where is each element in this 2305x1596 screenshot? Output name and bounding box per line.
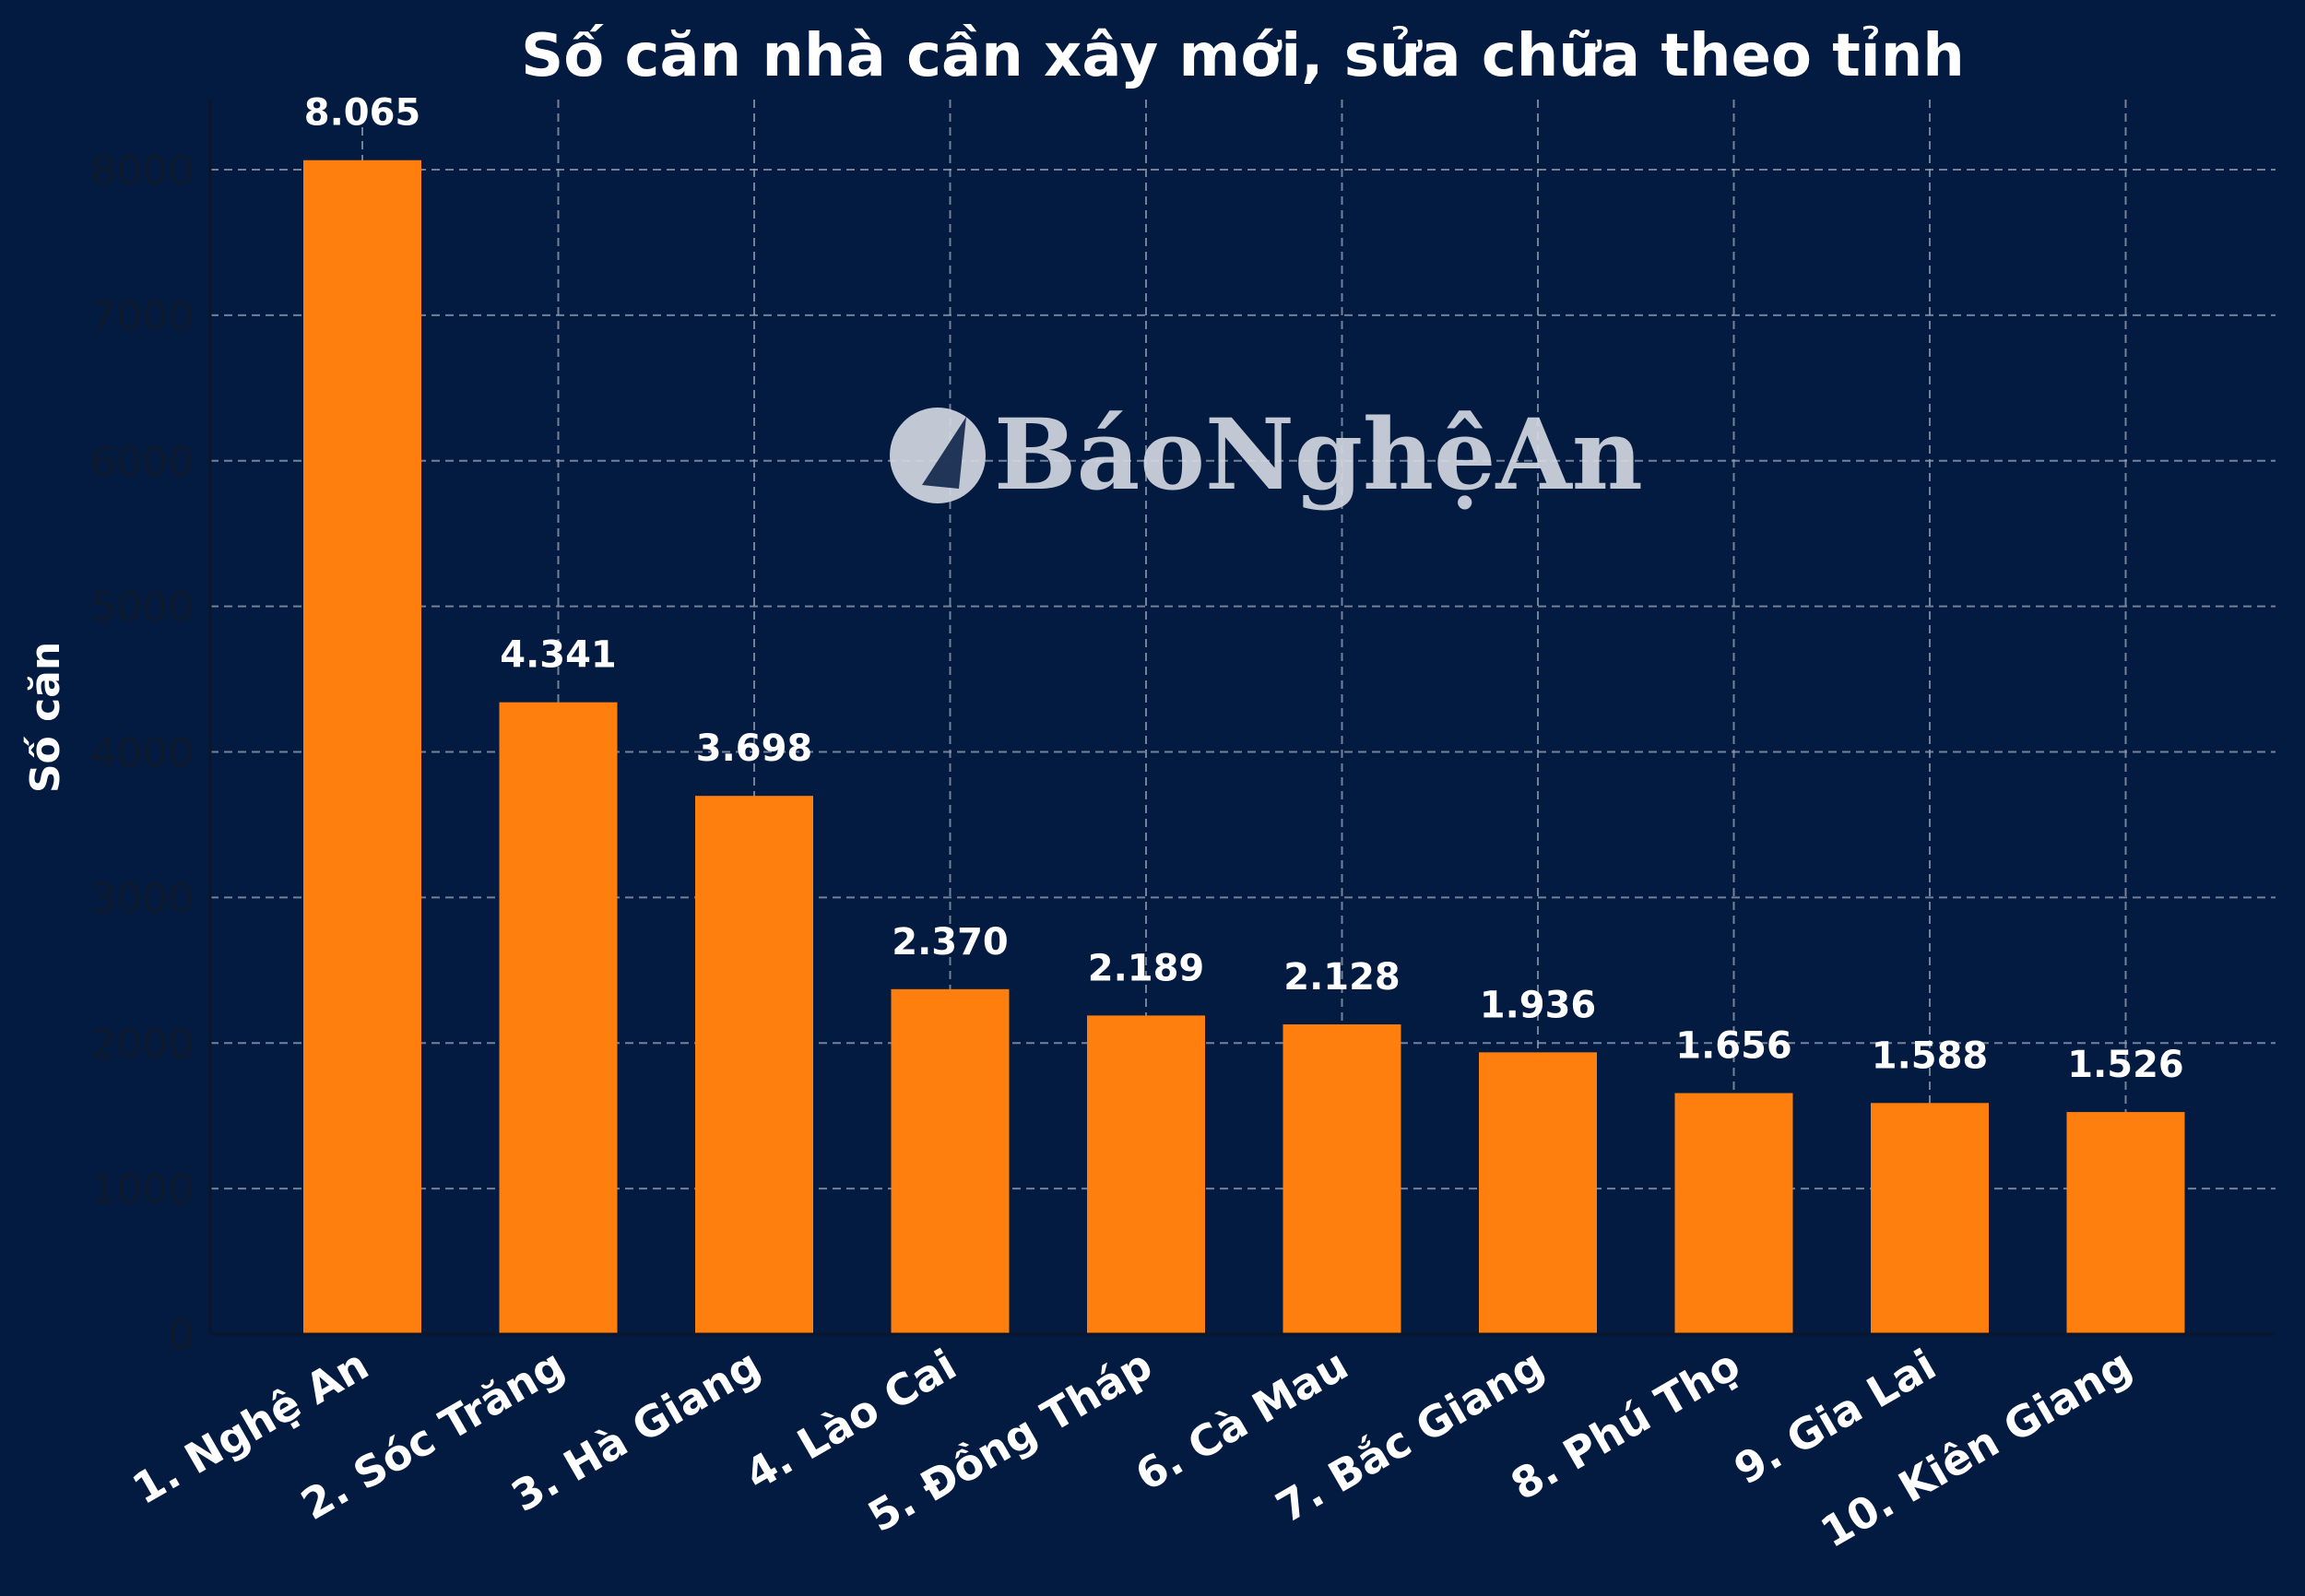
bar: [1283, 1024, 1401, 1334]
data-labels: 8.065 4.341 3.698 2.370 2.189 2.128 1.936 1.656…: [304, 92, 2184, 1086]
y-tick-label: 8000: [90, 148, 194, 195]
y-tick-label: 1000: [90, 1166, 194, 1213]
data-label: 2.370: [892, 921, 1009, 964]
bar: [1087, 1015, 1205, 1334]
watermark-text: BáoNghệAn: [994, 396, 1643, 512]
chart-title: Số căn nhà cần xây mới, sửa chữa theo tỉ…: [521, 22, 1965, 90]
bar: [499, 702, 618, 1334]
data-label: 3.698: [696, 727, 813, 770]
y-tick-label: 3000: [90, 875, 194, 922]
data-label: 8.065: [304, 92, 421, 135]
data-label: 1.656: [1675, 1025, 1792, 1068]
data-label: 1.936: [1480, 984, 1597, 1026]
bar: [891, 988, 1010, 1334]
y-tick-label: 5000: [90, 585, 194, 632]
bar: [2066, 1112, 2185, 1334]
y-tick-label: 2000: [90, 1021, 194, 1068]
data-label: 4.341: [500, 634, 617, 677]
y-tick-label: 7000: [90, 293, 194, 340]
y-tick-label: 6000: [90, 439, 194, 486]
y-tick-label: 4000: [90, 730, 194, 777]
data-label: 1.526: [2067, 1044, 2184, 1086]
y-axis-ticks: 0 1000 2000 3000 4000 5000 6000 7000 8000: [90, 148, 194, 1359]
y-tick-label: 0: [168, 1312, 194, 1359]
bar: [303, 160, 421, 1334]
data-label: 2.189: [1088, 947, 1205, 989]
bars: [303, 160, 2185, 1334]
bar: [695, 796, 813, 1334]
y-axis-label: Số căn: [22, 642, 69, 793]
bar: [1871, 1103, 1989, 1334]
watermark-badge-icon: [890, 408, 986, 503]
data-label: 1.588: [1872, 1034, 1989, 1077]
bar: [1479, 1052, 1597, 1334]
watermark-logo: BáoNghệAn: [890, 396, 1643, 512]
data-label: 2.128: [1283, 956, 1401, 999]
watermark-star-icon: [922, 417, 966, 489]
bar: [1674, 1093, 1793, 1334]
